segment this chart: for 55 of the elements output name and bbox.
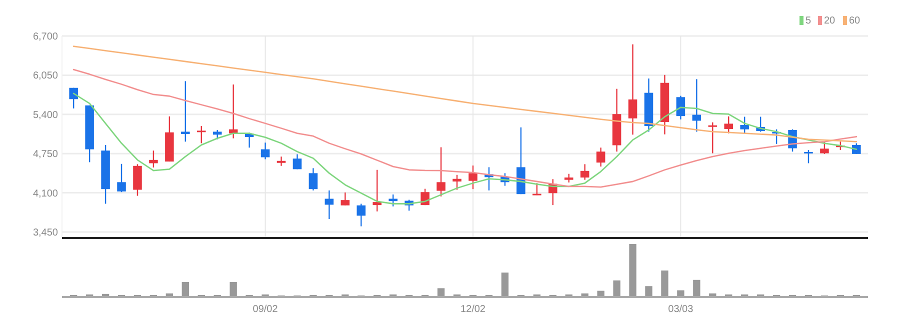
candlestick	[580, 164, 590, 180]
bar	[677, 290, 684, 296]
bar	[613, 280, 620, 296]
candlestick	[724, 116, 733, 134]
y-tick-label: 4,100	[32, 188, 58, 200]
bar	[166, 293, 174, 296]
candlestick	[308, 168, 318, 192]
y-tick-label: 6,050	[32, 70, 58, 82]
candlestick	[117, 163, 126, 193]
bar	[629, 244, 636, 296]
candlestick	[212, 129, 222, 140]
legend-label: 5	[806, 16, 812, 26]
candlestick	[820, 141, 829, 155]
bar	[709, 293, 716, 296]
y-tick-label: 6,700	[32, 32, 58, 42]
legend-label: 20	[824, 16, 836, 26]
legend-label: 60	[849, 16, 861, 26]
y-tick-label: 5,400	[32, 110, 58, 121]
candlestick	[596, 147, 606, 168]
y-tick-label: 4,750	[32, 149, 58, 160]
candlestick	[292, 154, 302, 170]
candlestick	[356, 203, 366, 227]
candlestick	[708, 122, 718, 154]
bar	[182, 282, 190, 296]
bar	[597, 290, 604, 296]
candlestick	[452, 174, 462, 190]
bar	[645, 286, 652, 296]
bar	[501, 272, 509, 296]
candlestick	[324, 190, 334, 220]
bar	[437, 288, 445, 296]
y-tick-label: 3,450	[32, 227, 58, 238]
x-tick-label: 03/03	[668, 304, 694, 315]
candlestick	[436, 146, 446, 198]
candlestick	[692, 78, 702, 132]
candlestick	[532, 182, 542, 196]
candlestick	[133, 164, 142, 196]
candlestick	[676, 95, 686, 120]
candlestick	[181, 80, 190, 142]
candlestick	[372, 169, 382, 212]
candlestick	[388, 194, 398, 208]
candlestick	[468, 164, 478, 190]
candlestick	[276, 156, 286, 166]
bar	[693, 280, 700, 296]
candlestick	[804, 149, 813, 164]
candlestick	[260, 142, 270, 160]
candlestick	[628, 44, 638, 136]
x-tick-label: 12/02	[460, 304, 486, 315]
x-tick-label: 09/02	[252, 304, 278, 315]
candlestick	[340, 192, 350, 206]
bar	[661, 270, 668, 296]
candlestick	[197, 125, 206, 144]
bar	[230, 282, 237, 296]
candlestick	[740, 116, 749, 134]
bar	[581, 293, 588, 296]
candlestick	[149, 150, 158, 168]
